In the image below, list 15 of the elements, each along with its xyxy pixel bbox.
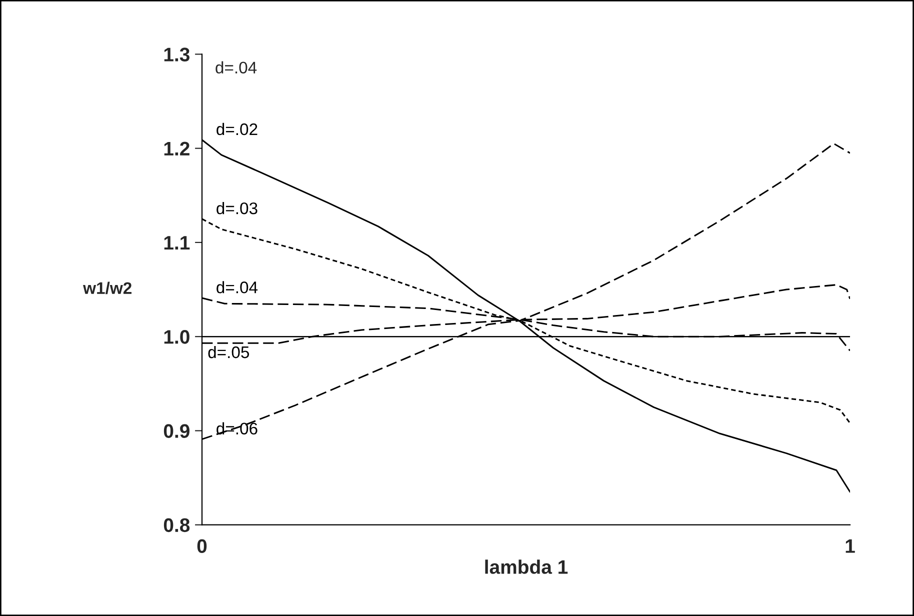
y-tick-label: 0.9 <box>164 424 190 438</box>
y-axis-title: w1/w2 <box>83 282 132 294</box>
x-tick-label: 0 <box>197 539 207 554</box>
series-label: d=.04 <box>216 281 258 294</box>
y-tick-label: 1.2 <box>164 142 190 156</box>
y-tick-label: 1.3 <box>164 48 190 62</box>
x-tick-label: 1 <box>846 539 855 553</box>
y-tick-label: 0.8 <box>164 518 190 532</box>
y-tick-label: 1.1 <box>164 236 190 250</box>
series-label: d=.05 <box>208 346 250 358</box>
series-label: d=.02 <box>216 122 258 136</box>
annotation: d=.04 <box>216 61 257 74</box>
x-axis-title: lambda 1 <box>485 560 568 574</box>
series-label: d=.03 <box>216 202 258 214</box>
y-tick-label: 1.0 <box>164 330 190 344</box>
